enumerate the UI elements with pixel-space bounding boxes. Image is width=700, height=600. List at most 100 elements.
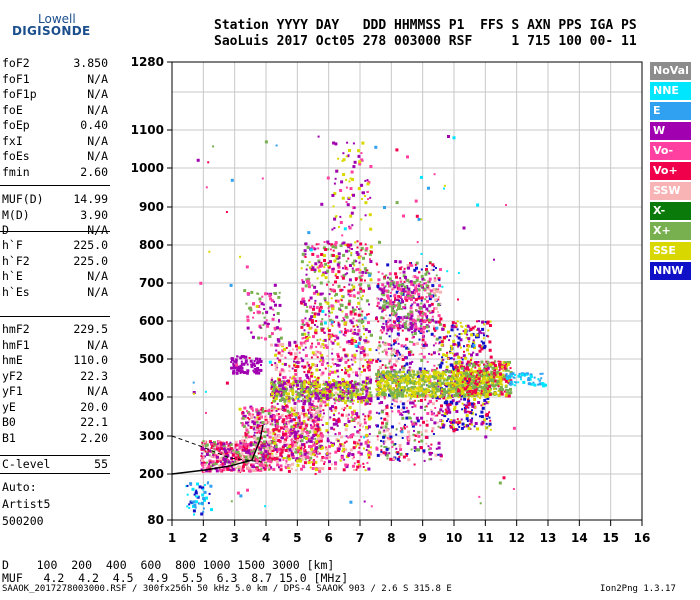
echo-point	[334, 245, 338, 249]
echo-point	[278, 378, 282, 382]
echo-point	[314, 460, 318, 464]
echo-point	[337, 364, 340, 367]
echo-point	[485, 412, 489, 416]
echo-point	[334, 462, 338, 466]
echo-point	[295, 469, 298, 472]
echo-point	[390, 303, 393, 306]
echo-point	[249, 416, 253, 419]
echo-point	[316, 409, 320, 413]
echo-point	[463, 403, 466, 406]
echo-point	[348, 343, 351, 346]
echo-point	[389, 391, 393, 395]
echo-point	[429, 390, 432, 393]
echo-point	[440, 361, 444, 365]
echo-point	[326, 362, 329, 364]
echo-point	[307, 381, 311, 385]
echo-point	[329, 288, 332, 291]
echo-point	[481, 392, 485, 396]
echo-point	[260, 464, 264, 467]
echo-point	[382, 386, 385, 389]
echo-point	[311, 467, 315, 470]
echo-point	[409, 294, 412, 297]
echo-point	[403, 306, 407, 310]
echo-point	[316, 292, 320, 296]
echo-point	[420, 310, 424, 314]
echo-point	[342, 317, 345, 319]
echo-point	[382, 451, 386, 455]
echo-point	[392, 398, 395, 401]
echo-point	[365, 449, 368, 451]
echo-point	[465, 413, 469, 417]
echo-point	[441, 356, 444, 359]
echo-point	[339, 443, 343, 447]
echo-point	[282, 393, 286, 396]
echo-point	[418, 376, 421, 379]
echo-point	[387, 276, 389, 279]
echo-point	[405, 454, 408, 457]
echo-point	[438, 284, 442, 288]
echo-point	[434, 387, 438, 391]
echo-point	[399, 271, 402, 274]
echo-point	[434, 306, 438, 310]
echo-point	[301, 443, 305, 447]
param-value: 22.1	[80, 415, 108, 429]
echo-point	[311, 404, 315, 408]
echo-point	[492, 379, 495, 382]
echo-point	[455, 364, 458, 367]
echo-point	[292, 375, 296, 379]
echo-point	[388, 360, 391, 363]
echo-point	[323, 463, 326, 465]
echo-point	[277, 390, 280, 393]
echo-point	[383, 373, 386, 376]
echo-point	[319, 439, 323, 443]
echo-point	[300, 439, 304, 443]
echo-point	[462, 370, 466, 374]
echo-point	[267, 447, 270, 450]
echo-point	[389, 323, 393, 327]
echo-point	[326, 389, 329, 393]
echo-point	[421, 315, 424, 318]
echo-point	[380, 376, 384, 380]
echo-point	[312, 422, 315, 425]
echo-point	[323, 259, 326, 262]
echo-point	[349, 380, 353, 384]
echo-point	[318, 414, 322, 418]
echo-point	[223, 452, 226, 455]
echo-point	[351, 284, 354, 287]
echo-point	[342, 267, 344, 270]
echo-point	[408, 281, 411, 284]
echo-point	[434, 453, 438, 457]
echo-point	[450, 419, 453, 421]
echo-point	[401, 437, 404, 439]
echo-point	[465, 362, 469, 366]
echo-point	[305, 387, 308, 390]
echo-point	[240, 439, 244, 443]
echo-point	[454, 377, 458, 381]
echo-point	[360, 274, 363, 277]
echo-point	[337, 321, 340, 324]
echo-point	[293, 360, 295, 363]
echo-point	[306, 280, 309, 284]
echo-point	[423, 303, 426, 306]
echo-point	[281, 380, 283, 383]
echo-point	[431, 396, 434, 399]
echo-point	[293, 364, 296, 367]
echo-point	[225, 441, 228, 444]
echo-point	[335, 419, 339, 423]
echo-point	[304, 395, 307, 399]
echo-point	[305, 273, 308, 276]
echo-point	[303, 329, 306, 332]
echo-point	[463, 345, 465, 348]
echo-point	[347, 373, 351, 377]
echo-point	[386, 296, 390, 300]
echo-point	[349, 264, 352, 267]
echo-point	[432, 351, 436, 355]
echo-point	[420, 446, 423, 450]
echo-point	[414, 286, 418, 290]
echo-point	[311, 351, 315, 355]
echo-point	[445, 365, 449, 369]
echo-point	[300, 429, 304, 433]
echo-point	[377, 320, 380, 323]
echo-point	[322, 339, 325, 342]
echo-point	[378, 344, 382, 348]
